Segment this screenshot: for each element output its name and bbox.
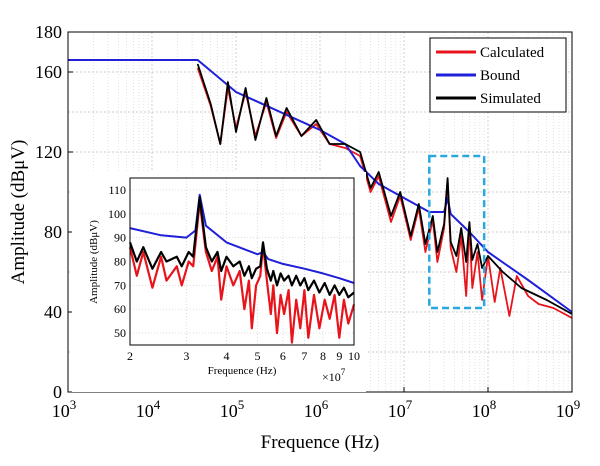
main-series-group (68, 59, 573, 319)
highlight-region-box (428, 154, 486, 310)
main-y-ticks: 0 40 80 120 160 180 (35, 22, 73, 402)
inset-x-ticks: 2 3 4 5 6 7 8 9 10 (127, 349, 360, 363)
main-y-axis-title: Amplitude (dBμV) (8, 140, 29, 285)
inset-x-tick-label: 7 (301, 349, 307, 363)
inset-series-calculated (128, 200, 356, 344)
inset-x-tick-label: 2 (127, 349, 133, 363)
inset-y-tick-label: 60 (114, 302, 126, 316)
main-x-tick-label: 106 (304, 397, 329, 421)
inset-x-tick-label: 9 (336, 349, 342, 363)
inset-x-tick-label: 8 (320, 349, 326, 363)
main-y-tick-label: 160 (35, 62, 62, 82)
inset-series-bound (129, 193, 355, 284)
main-x-tick-label: 103 (52, 397, 77, 421)
legend-label-simulated: Simulated (480, 91, 541, 107)
inset-y-tick-label: 80 (114, 255, 126, 269)
inset-x-multiplier: ×107 (322, 367, 346, 384)
inset-x-axis-title: Frequence (Hz) (208, 365, 277, 377)
inset-y-ticks: 50 60 70 80 90 100 110 (108, 183, 126, 340)
main-x-tick-label: 105 (220, 397, 245, 421)
inset-y-axis-title: Amplitude (dBμV) (88, 220, 100, 304)
main-x-tick-label: 109 (556, 397, 581, 421)
legend-label-calculated: Calculated (480, 45, 545, 61)
main-series-bound (68, 59, 573, 313)
inset-x-tick-label: 3 (183, 349, 189, 363)
inset-y-tick-label: 50 (114, 326, 126, 340)
main-x-axis-title: Frequence (Hz) (261, 432, 380, 453)
main-x-tick-label: 107 (388, 397, 413, 421)
main-y-tick-label: 40 (44, 302, 62, 322)
main-series-calculated (196, 67, 573, 319)
inset-series-group (128, 193, 356, 344)
inset-y-tick-label: 70 (114, 278, 126, 292)
inset-x-tick-label: 6 (280, 349, 286, 363)
inset-plot: 50 60 70 80 90 100 110 2 3 4 5 6 7 8 9 10 Frequence (H… (72, 172, 366, 392)
inset-x-tick-label: 4 (223, 349, 229, 363)
inset-y-tick-label: 110 (108, 183, 126, 197)
main-series-simulated (196, 63, 573, 315)
inset-y-tick-label: 100 (108, 207, 126, 221)
inset-y-tick-label: 90 (114, 231, 126, 245)
main-y-tick-label: 80 (44, 222, 62, 242)
inset-x-tick-label: 10 (348, 349, 360, 363)
main-x-tick-label: 104 (136, 397, 161, 421)
inset-series-simulated (128, 196, 355, 299)
inset-x-tick-label: 5 (255, 349, 261, 363)
main-y-tick-label: 120 (35, 142, 62, 162)
legend-label-bound: Bound (480, 68, 521, 84)
main-y-tick-label: 180 (35, 22, 62, 42)
main-x-ticks: 103 104 105 106 107 108 109 (52, 387, 581, 421)
main-x-tick-label: 108 (472, 397, 497, 421)
legend: Calculated Bound Simulated (429, 37, 567, 113)
main-y-tick-label: 0 (53, 382, 62, 402)
inset-plot-frame (129, 177, 355, 346)
